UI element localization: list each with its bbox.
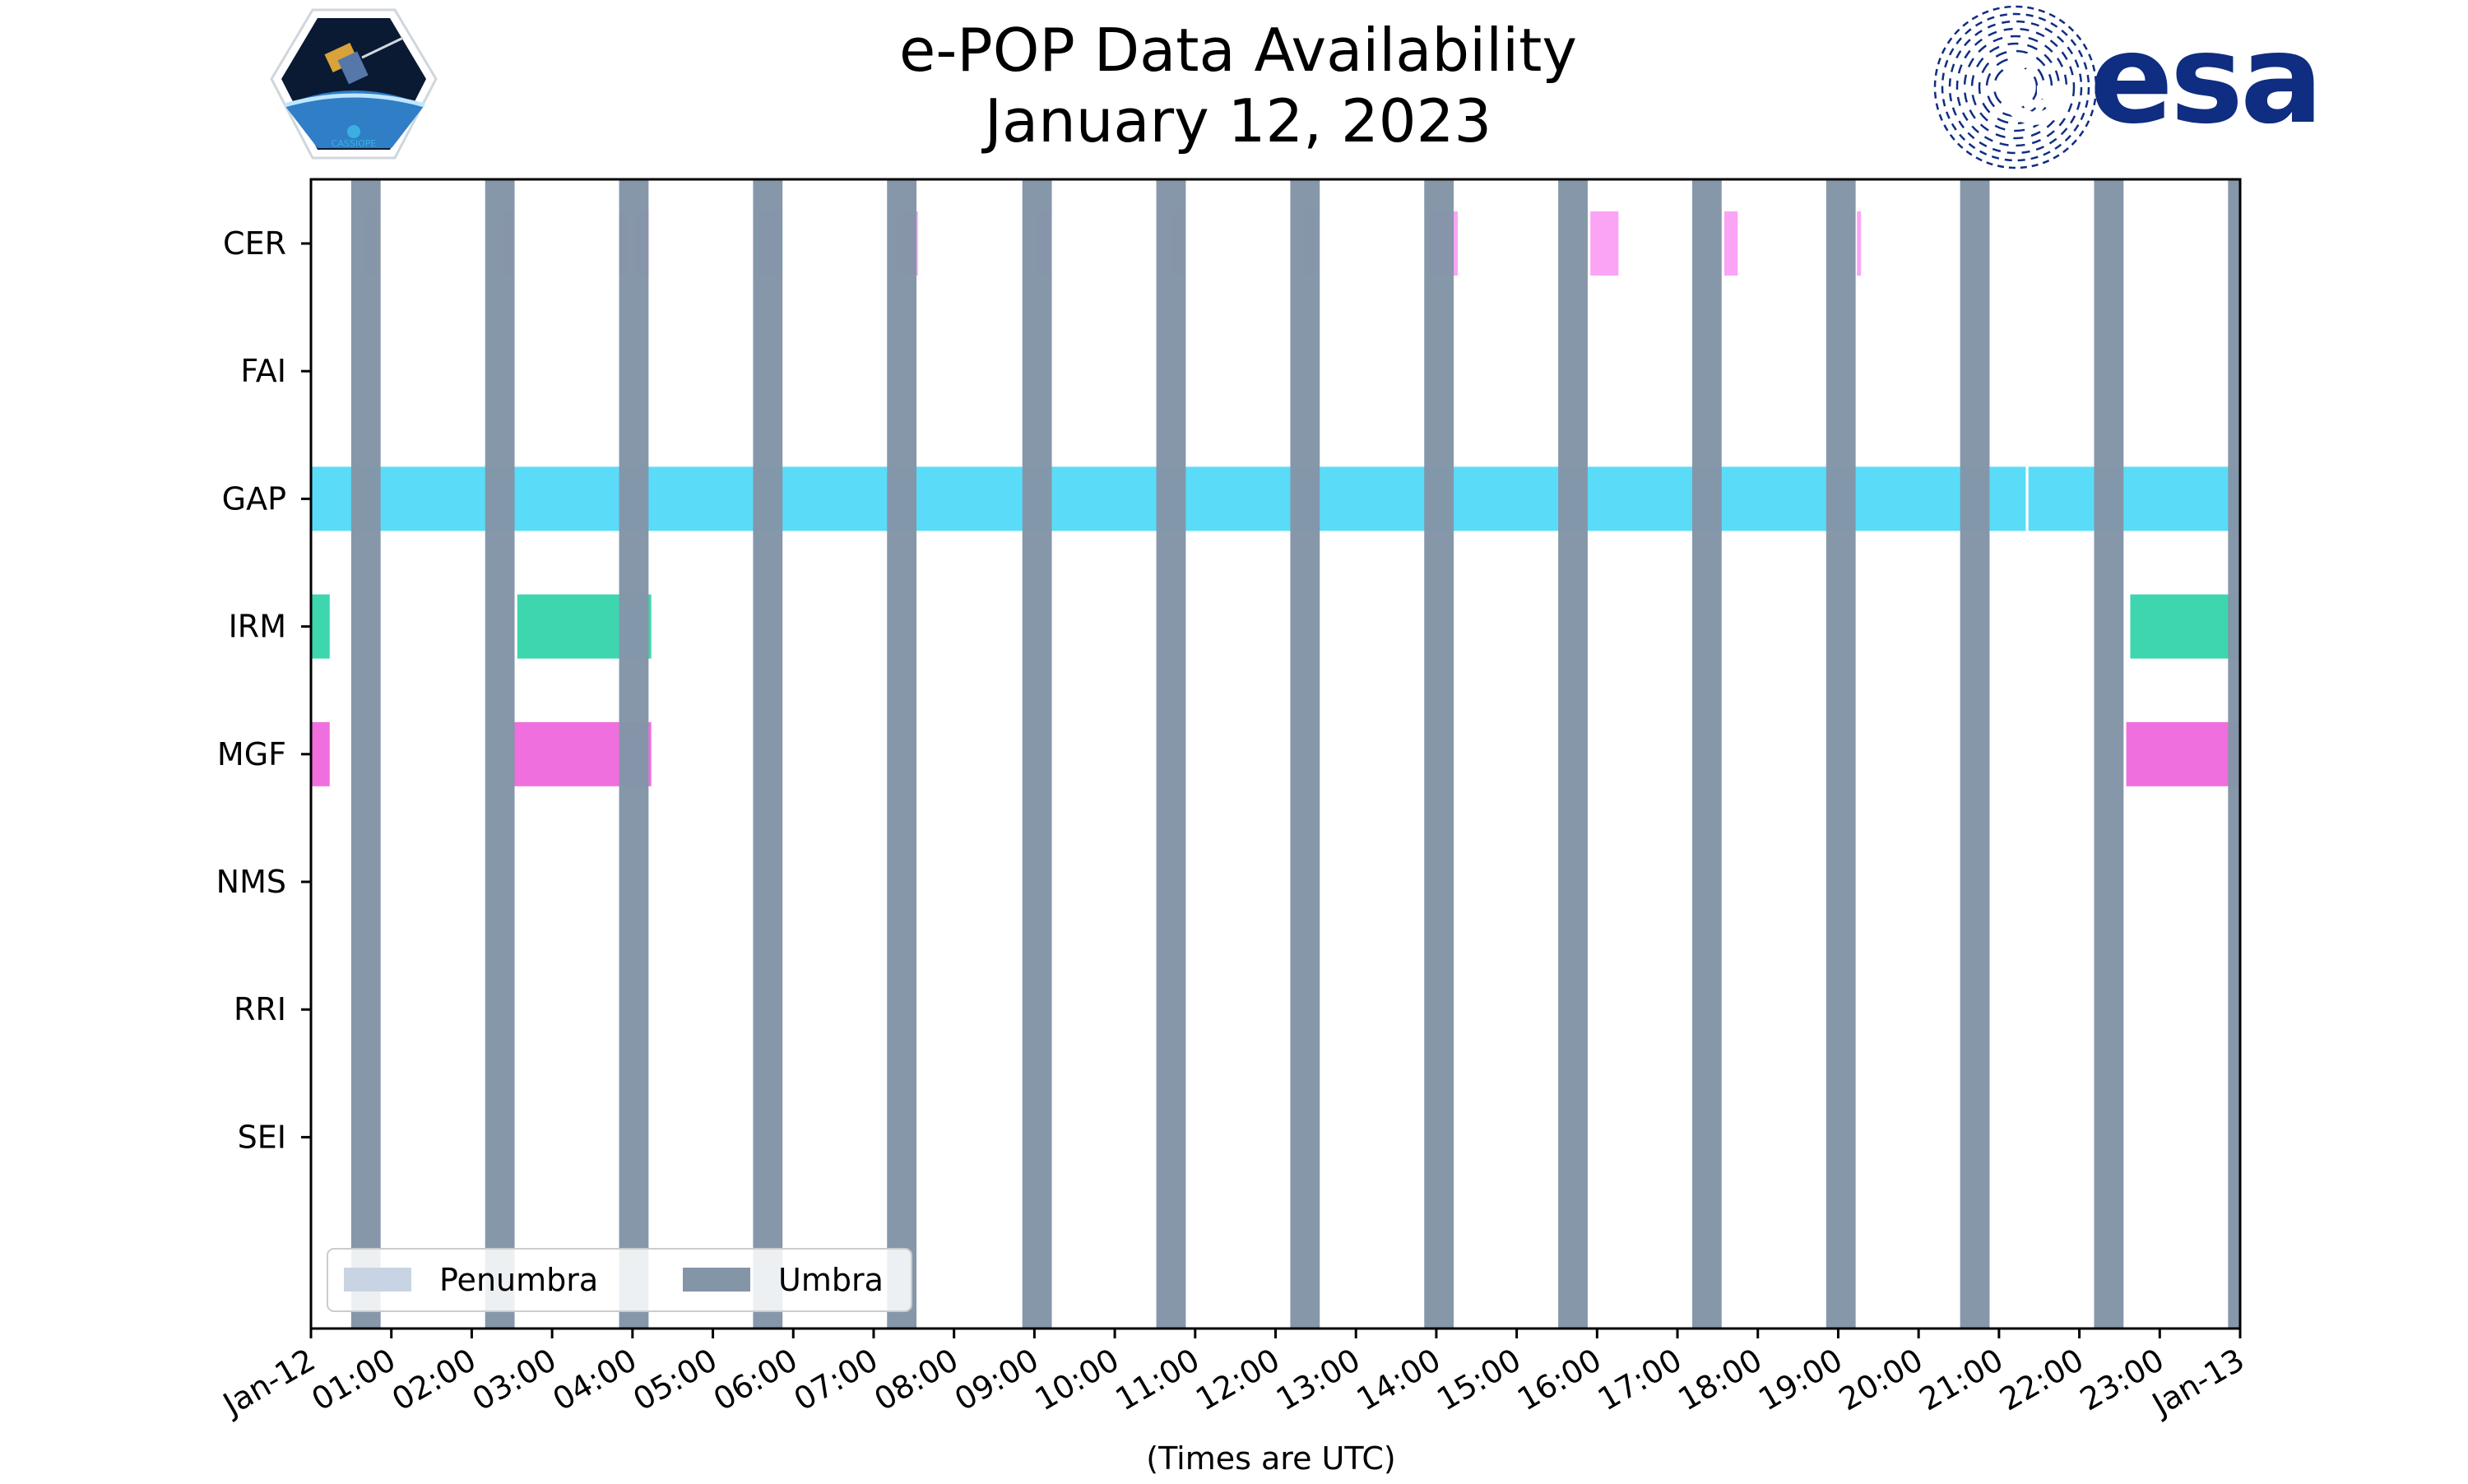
x-tick-label-0: Jan-12 (216, 1342, 321, 1423)
availability-bar-mgf-2 (2126, 721, 2240, 786)
x-tick-label-9: 09:00 (949, 1342, 1045, 1418)
y-tick-label-gap: GAP (222, 480, 286, 517)
x-tick-label-2: 02:00 (386, 1342, 482, 1418)
availability-bar-cer-12 (1857, 211, 1862, 276)
umbra-band-8 (1424, 179, 1454, 1329)
y-tick-label-mgf: MGF (217, 736, 286, 772)
x-tick-label-20: 20:00 (1833, 1342, 1929, 1418)
x-tick-label-1: 01:00 (305, 1342, 401, 1418)
umbra-band-7 (1290, 179, 1320, 1329)
x-tick-label-10: 10:00 (1029, 1342, 1125, 1418)
x-tick-label-13: 13:00 (1270, 1342, 1366, 1418)
x-tick-label-22: 22:00 (1993, 1342, 2090, 1418)
y-tick-label-nms: NMS (216, 864, 286, 900)
x-tick-label-12: 12:00 (1190, 1342, 1286, 1418)
legend-swatch-umbra (683, 1268, 750, 1292)
esa-swirl-ring-1 (1941, 12, 2090, 162)
umbra-band-4 (887, 179, 917, 1329)
esa-swirl-ring-2 (1948, 20, 2083, 155)
umbra-band-1 (485, 179, 515, 1329)
esa-swirl-e (1999, 53, 2073, 125)
umbra-band-12 (1960, 179, 1990, 1329)
y-tick-label-rri: RRI (234, 991, 286, 1027)
esa-swirl-ring-0 (1933, 5, 2098, 169)
x-tick-label-5: 05:00 (627, 1342, 723, 1418)
legend-label-umbra: Umbra (778, 1262, 884, 1298)
cassiope-logo-text: CASSIOPE (332, 138, 377, 149)
umbra-band-10 (1691, 179, 1722, 1329)
y-tick-label-cer: CER (223, 225, 286, 262)
x-tick-label-16: 16:00 (1511, 1342, 1607, 1418)
y-tick-label-sei: SEI (238, 1119, 286, 1155)
x-tick-label-7: 07:00 (788, 1342, 884, 1418)
x-tick-label-8: 08:00 (868, 1342, 964, 1418)
x-tick-label-24: Jan-13 (2145, 1342, 2250, 1423)
x-tick-label-18: 18:00 (1672, 1342, 1768, 1418)
x-tick-label-4: 04:00 (546, 1342, 643, 1418)
legend-box (327, 1248, 912, 1312)
esa-swirl-ring-3 (1955, 27, 2076, 147)
umbra-band-6 (1156, 179, 1186, 1329)
x-tick-label-3: 03:00 (466, 1342, 563, 1418)
esa-logo: esa (1933, 5, 2323, 169)
x-tick-label-6: 06:00 (707, 1342, 804, 1418)
esa-logo-text: esa (2090, 8, 2320, 151)
x-tick-label-17: 17:00 (1592, 1342, 1688, 1418)
y-tick-label-fai: FAI (240, 353, 286, 389)
umbra-band-3 (753, 179, 783, 1329)
availability-bar-cer-10 (1590, 211, 1619, 276)
x-tick-label-19: 19:00 (1752, 1342, 1849, 1418)
x-tick-label-14: 14:00 (1351, 1342, 1447, 1418)
chart-title-line-1: e-POP Data Availability (899, 16, 1577, 85)
umbra-band-5 (1022, 179, 1052, 1329)
availability-bar-irm-0 (311, 594, 330, 659)
x-tick-label-11: 11:00 (1109, 1342, 1205, 1418)
legend-label-penumbra: Penumbra (439, 1262, 598, 1298)
legend: Penumbra Umbra (327, 1248, 912, 1312)
x-axis-label: (Times are UTC) (1146, 1440, 1395, 1477)
cassiope-logo: CASSIOPE (270, 8, 438, 160)
availability-bar-mgf-0 (311, 721, 330, 786)
legend-swatch-penumbra (344, 1268, 411, 1292)
x-tick-label-15: 15:00 (1431, 1342, 1527, 1418)
umbra-band-13 (2094, 179, 2124, 1329)
plot-area: CER FAI GAP IRM MGF NMS RRI SEI Jan-1201:0002:00… (216, 178, 2251, 1423)
umbra-band-0 (350, 179, 381, 1329)
umbra-band-14 (2228, 179, 2240, 1329)
availability-bar-irm-2 (2130, 594, 2240, 659)
umbra-band-9 (1558, 179, 1588, 1329)
umbra-band-2 (619, 179, 649, 1329)
chart-title-line-2: January 12, 2023 (981, 86, 1491, 155)
y-tick-label-irm: IRM (229, 609, 286, 645)
x-tick-label-21: 21:00 (1914, 1342, 2010, 1418)
availability-bar-gap-1 (2028, 466, 2240, 531)
availability-bar-cer-11 (1724, 211, 1738, 276)
umbra-band-11 (1825, 179, 1856, 1329)
